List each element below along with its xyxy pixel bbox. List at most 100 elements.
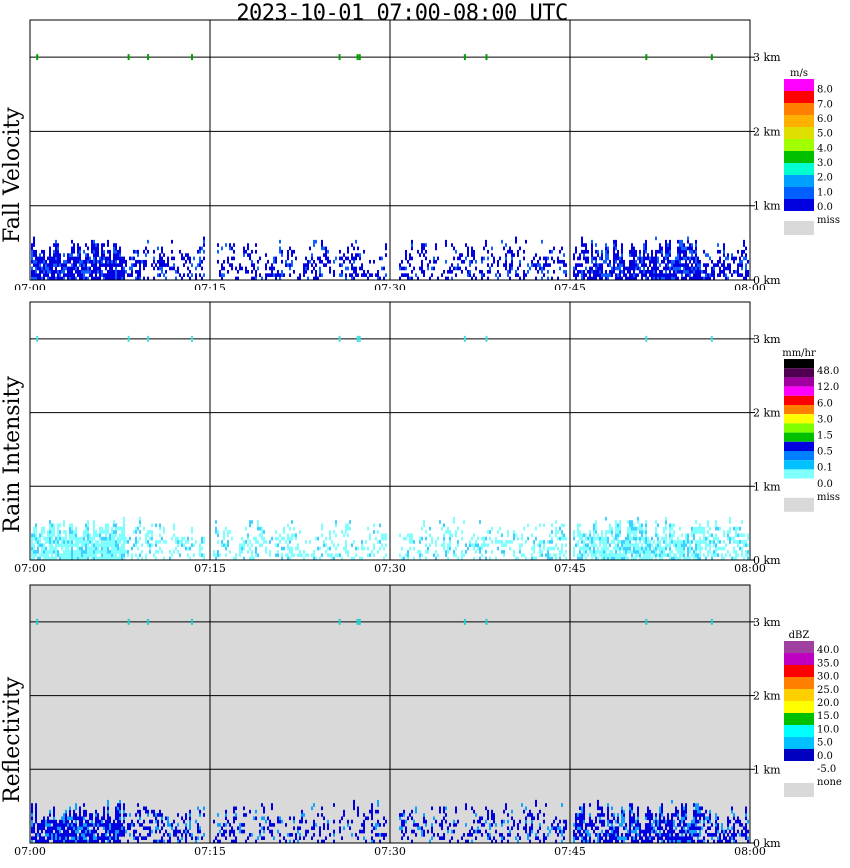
- precip-cell: [723, 253, 725, 257]
- precip-cell: [313, 266, 315, 271]
- precip-cell: [657, 546, 659, 551]
- precip-cell: [635, 553, 637, 557]
- precip-cell: [701, 276, 703, 281]
- precip-cell: [579, 550, 581, 554]
- precip-cell: [293, 839, 295, 844]
- precip-cell: [695, 826, 697, 831]
- precip-cell: [421, 249, 423, 254]
- precip-cell: [551, 823, 553, 827]
- precip-cell: [49, 256, 51, 261]
- precip-cell: [101, 543, 103, 548]
- precip-cell: [605, 546, 607, 551]
- precip-cell: [531, 553, 533, 557]
- precip-cell: [691, 826, 693, 831]
- precip-cell: [63, 833, 65, 837]
- precip-cell: [37, 259, 39, 264]
- precip-cell: [515, 533, 517, 538]
- precip-cell: [139, 276, 141, 281]
- precip-cell: [715, 816, 717, 821]
- precip-cell: [45, 269, 47, 274]
- precip-cell: [587, 546, 589, 551]
- precip-cell: [59, 259, 61, 264]
- precip-cell: [377, 273, 379, 277]
- precip-cell: [233, 806, 235, 811]
- precip-cell: [281, 819, 283, 824]
- precip-cell: [119, 799, 121, 804]
- precip-cell: [745, 550, 747, 554]
- precip-cell: [81, 259, 83, 264]
- precip-cell: [727, 819, 729, 824]
- precip-cell: [717, 526, 719, 531]
- precip-cell: [463, 833, 465, 837]
- precip-cell: [737, 273, 739, 277]
- precip-cell: [681, 803, 683, 807]
- precip-cell: [163, 273, 165, 277]
- precip-cell: [637, 520, 639, 524]
- precip-cell: [45, 259, 47, 264]
- precip-cell: [453, 829, 455, 834]
- precip-cell: [683, 256, 685, 261]
- precip-cell: [615, 550, 617, 554]
- precip-cell: [263, 806, 265, 811]
- precip-cell: [701, 269, 703, 274]
- precip-cell: [677, 540, 679, 544]
- precip-cell: [155, 813, 157, 817]
- precip-cell: [635, 276, 637, 281]
- precip-cell: [247, 253, 249, 257]
- precip-cell: [57, 823, 59, 827]
- precip-cell: [685, 269, 687, 274]
- precip-cell: [515, 836, 517, 840]
- precip-cell: [61, 553, 63, 557]
- precip-cell: [651, 536, 653, 541]
- precip-cell: [31, 273, 33, 277]
- precip-cell: [667, 543, 669, 548]
- precip-cell: [585, 533, 587, 538]
- precip-cell: [49, 833, 51, 837]
- precip-cell: [239, 543, 241, 548]
- precip-cell: [697, 266, 699, 271]
- precip-cell: [587, 256, 589, 261]
- precip-cell: [193, 256, 195, 261]
- precip-cell: [619, 520, 621, 524]
- precip-cell: [243, 823, 245, 827]
- precip-cell: [407, 550, 409, 554]
- precip-cell: [719, 259, 721, 264]
- precip-cell: [145, 253, 147, 257]
- precip-cell: [165, 276, 167, 281]
- precip-cell: [479, 550, 481, 554]
- precip-cell: [657, 826, 659, 831]
- precip-cell: [747, 533, 749, 538]
- precip-cell: [637, 526, 639, 531]
- precip-cell: [677, 816, 679, 821]
- precip-cell: [531, 259, 533, 264]
- precip-cell: [41, 276, 43, 281]
- precip-cell: [227, 530, 229, 534]
- precip-cell: [551, 249, 553, 254]
- precip-cell: [481, 833, 483, 837]
- precip-cell: [177, 269, 179, 274]
- precip-cell: [407, 276, 409, 281]
- precip-cell: [69, 806, 71, 811]
- precip-cell: [443, 269, 445, 274]
- precip-cell: [71, 253, 73, 257]
- precip-cell: [661, 246, 663, 251]
- precip-cell: [63, 523, 65, 528]
- precip-cell: [187, 536, 189, 541]
- precip-cell: [495, 556, 497, 561]
- precip-cell: [103, 836, 105, 840]
- precip-cell: [255, 536, 257, 541]
- precip-cell: [131, 256, 133, 261]
- precip-cell: [565, 273, 567, 277]
- precip-cell: [87, 259, 89, 264]
- precip-cell: [587, 543, 589, 548]
- precip-cell: [89, 823, 91, 827]
- precip-cell: [621, 246, 623, 251]
- precip-cell: [143, 259, 145, 264]
- legend-swatch: [784, 749, 814, 761]
- precip-cell: [613, 269, 615, 274]
- precip-cell: [279, 276, 281, 281]
- precip-cell: [129, 826, 131, 831]
- y-tick-label: 3 km: [753, 51, 781, 64]
- precip-cell: [703, 263, 705, 267]
- precip-cell: [265, 266, 267, 271]
